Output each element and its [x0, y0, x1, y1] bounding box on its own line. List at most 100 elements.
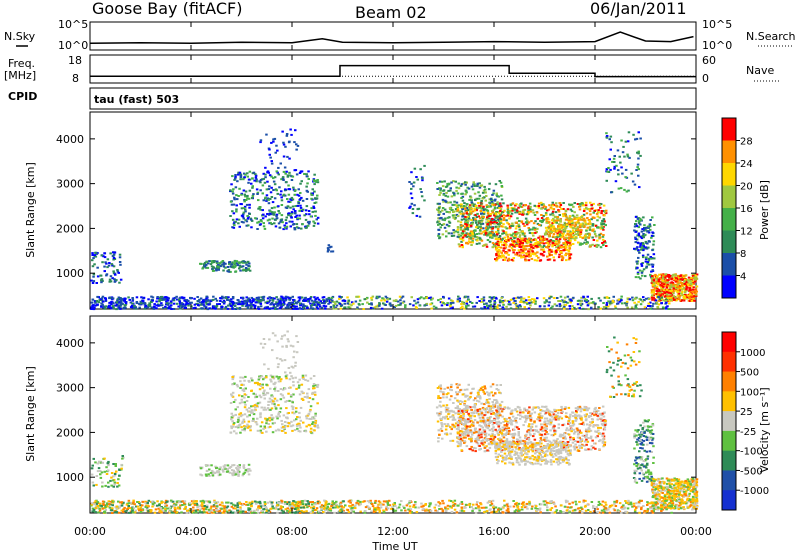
- range-cell: [239, 511, 242, 514]
- range-cell: [549, 223, 552, 226]
- range-cell: [238, 267, 241, 270]
- range-cell: [242, 211, 246, 214]
- range-cell: [593, 233, 597, 235]
- range-cell: [399, 303, 402, 306]
- range-cell: [301, 223, 304, 226]
- range-cell: [513, 245, 516, 248]
- colorbar-swatch: [722, 140, 736, 164]
- range-cell: [533, 214, 537, 216]
- range-cell: [560, 208, 563, 210]
- range-cell: [256, 193, 259, 195]
- range-cell: [557, 223, 561, 226]
- range-cell: [637, 276, 640, 279]
- range-cell: [579, 236, 582, 238]
- range-cell: [689, 293, 692, 296]
- range-cell: [255, 180, 258, 183]
- range-cell: [605, 179, 608, 182]
- range-cell: [517, 225, 521, 228]
- range-cell: [589, 201, 592, 204]
- range-cell: [454, 216, 457, 219]
- range-cell: [404, 306, 407, 309]
- range-cell: [341, 299, 345, 302]
- range-cell: [314, 210, 317, 213]
- range-cell: [464, 223, 467, 225]
- range-cell: [658, 283, 662, 286]
- range-cell: [442, 212, 445, 215]
- range-cell: [292, 500, 295, 502]
- range-cell: [569, 237, 572, 240]
- range-cell: [450, 195, 454, 198]
- range-cell: [247, 264, 250, 267]
- range-cell: [492, 232, 495, 235]
- range-cell: [164, 508, 167, 510]
- range-cell: [675, 299, 678, 302]
- range-cell: [539, 245, 542, 248]
- range-cell: [344, 306, 347, 309]
- range-cell: [475, 208, 479, 210]
- range-cell: [651, 283, 655, 286]
- range-cell: [261, 209, 264, 212]
- range-cell: [167, 297, 170, 300]
- range-cell: [313, 296, 316, 299]
- range-cell: [563, 212, 567, 215]
- range-cell: [277, 501, 280, 504]
- range-cell: [311, 511, 314, 514]
- range-cell: [496, 233, 499, 236]
- range-cell: [259, 223, 262, 226]
- range-cell: [200, 307, 203, 310]
- range-cell: [252, 171, 256, 174]
- range-cell: [115, 308, 118, 311]
- colorbar-tick-label: 20: [740, 182, 753, 193]
- range-cell: [465, 219, 468, 222]
- range-cell: [256, 511, 260, 514]
- range-cell: [371, 295, 375, 298]
- range-cell: [646, 305, 650, 307]
- range-cell: [500, 194, 503, 197]
- range-cell: [541, 240, 544, 243]
- range-cell: [295, 143, 298, 146]
- range-cell: [277, 210, 280, 212]
- colorbar-tick-label: 16: [740, 204, 753, 215]
- range-cell: [637, 157, 640, 160]
- range-cell: [237, 195, 240, 197]
- range-cell: [489, 226, 492, 229]
- range-cell: [289, 505, 293, 508]
- range-cell: [307, 222, 311, 225]
- range-cell: [540, 214, 543, 216]
- range-cell: [271, 299, 275, 302]
- range-cell: [675, 285, 678, 288]
- range-cell: [668, 288, 671, 291]
- range-cell: [542, 249, 545, 252]
- range-cell: [676, 274, 680, 277]
- range-cell: [144, 304, 147, 307]
- range-cell: [314, 298, 318, 301]
- range-cell: [558, 238, 562, 241]
- range-cell: [430, 302, 434, 305]
- range-cell: [139, 511, 143, 513]
- range-cell: [678, 289, 681, 292]
- range-cell: [116, 307, 120, 310]
- range-cell: [117, 500, 120, 503]
- range-cell: [246, 194, 249, 197]
- range-cell: [611, 160, 614, 163]
- range-cell: [502, 230, 505, 233]
- range-cell: [230, 505, 234, 508]
- range-cell: [690, 299, 694, 302]
- range-cell: [466, 225, 469, 228]
- range-cell: [98, 504, 102, 507]
- range-cell: [489, 236, 492, 239]
- range-cell: [348, 306, 352, 309]
- range-cell: [205, 263, 208, 266]
- range-cell: [584, 201, 588, 204]
- range-cell: [652, 302, 655, 305]
- range-cell: [107, 264, 111, 267]
- range-cell: [506, 206, 510, 209]
- range-cell: [644, 297, 648, 300]
- range-cell: [198, 505, 202, 508]
- range-cell: [518, 240, 522, 242]
- range-cell: [583, 241, 586, 244]
- range-cell: [516, 241, 520, 243]
- range-cell: [220, 305, 224, 308]
- range-cell: [226, 266, 230, 268]
- range-cell: [421, 177, 424, 180]
